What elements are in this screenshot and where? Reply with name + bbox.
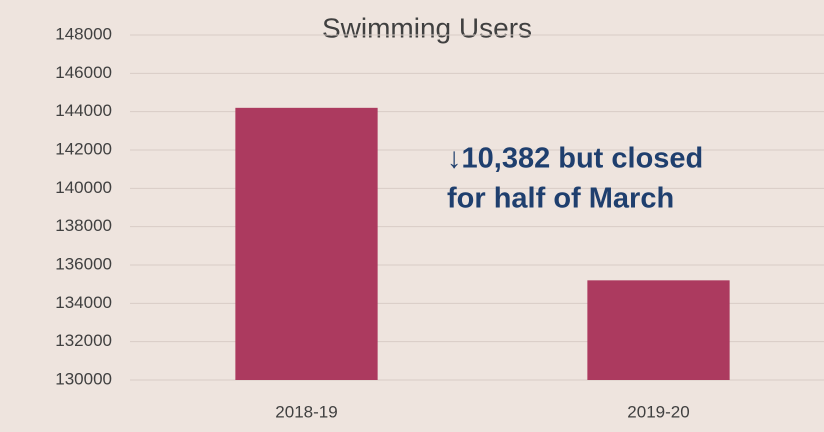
x-tick-label: 2018-19 <box>275 402 337 421</box>
bar <box>587 280 730 380</box>
annotation: for half of March <box>447 183 674 215</box>
y-tick-label: 132000 <box>55 331 112 350</box>
chart-title: Swimming Users <box>322 12 532 43</box>
y-tick-label: 142000 <box>55 139 112 158</box>
y-tick-label: 146000 <box>55 63 112 82</box>
y-tick-label: 144000 <box>55 101 112 120</box>
y-tick-label: 130000 <box>55 369 112 388</box>
y-tick-label: 138000 <box>55 216 112 235</box>
y-tick-label: 140000 <box>55 178 112 197</box>
y-tick-label: 136000 <box>55 254 112 273</box>
y-tick-label: 134000 <box>55 293 112 312</box>
y-tick-label: 148000 <box>55 24 112 43</box>
annotation: ↓10,382 but closed <box>447 143 703 175</box>
bar <box>235 107 378 380</box>
x-tick-label: 2019-20 <box>627 402 689 421</box>
